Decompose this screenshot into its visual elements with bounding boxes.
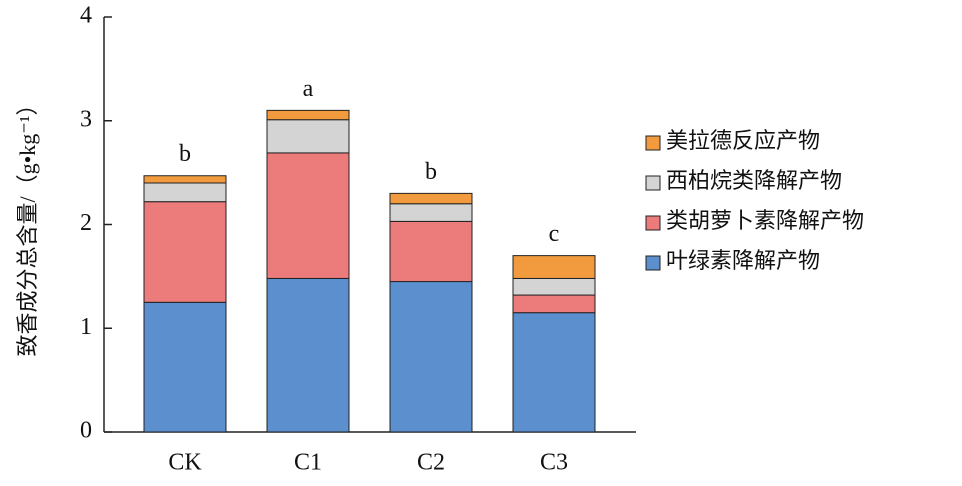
bar-segment	[389, 281, 473, 433]
bar-segment	[512, 255, 596, 279]
x-tick-label: CK	[168, 450, 202, 476]
legend-swatch	[645, 135, 661, 151]
y-tick-label: 2	[80, 210, 92, 236]
y-tick-label: 1	[80, 314, 92, 340]
bar-segment	[512, 312, 596, 433]
bar-segment	[143, 182, 227, 203]
legend-swatch	[645, 215, 661, 231]
bar-segment	[143, 301, 227, 433]
y-axis-label: 致香成分总含量/（g•kg⁻¹）	[15, 93, 40, 356]
x-tick-label: C3	[540, 450, 568, 476]
legend-label: 美拉德反应产物	[666, 128, 820, 153]
bar-segment	[389, 203, 473, 222]
x-tick-label: C2	[417, 450, 445, 476]
significance-label: b	[425, 159, 437, 185]
y-tick-label: 0	[80, 418, 92, 444]
bar-segment	[266, 109, 350, 121]
legend-label: 叶绿素降解产物	[666, 248, 820, 273]
significance-label: a	[303, 76, 314, 102]
y-tick-label: 4	[80, 3, 92, 29]
bar-segment	[512, 294, 596, 314]
bar-segment	[389, 220, 473, 283]
bar-segment	[512, 277, 596, 296]
legend-label: 西柏烷类降解产物	[666, 168, 842, 193]
bar-segment	[266, 277, 350, 433]
x-tick-label: C1	[294, 450, 322, 476]
bar-segment	[266, 119, 350, 154]
legend-swatch	[645, 255, 661, 271]
bar-segment	[143, 175, 227, 184]
bar-segment	[266, 152, 350, 279]
bar-segment	[143, 201, 227, 303]
legend-label: 类胡萝卜素降解产物	[666, 208, 864, 233]
legend-swatch	[645, 175, 661, 191]
significance-label: b	[179, 141, 191, 167]
y-tick-label: 3	[80, 106, 92, 132]
significance-label: c	[549, 221, 560, 247]
bar-segment	[389, 192, 473, 205]
